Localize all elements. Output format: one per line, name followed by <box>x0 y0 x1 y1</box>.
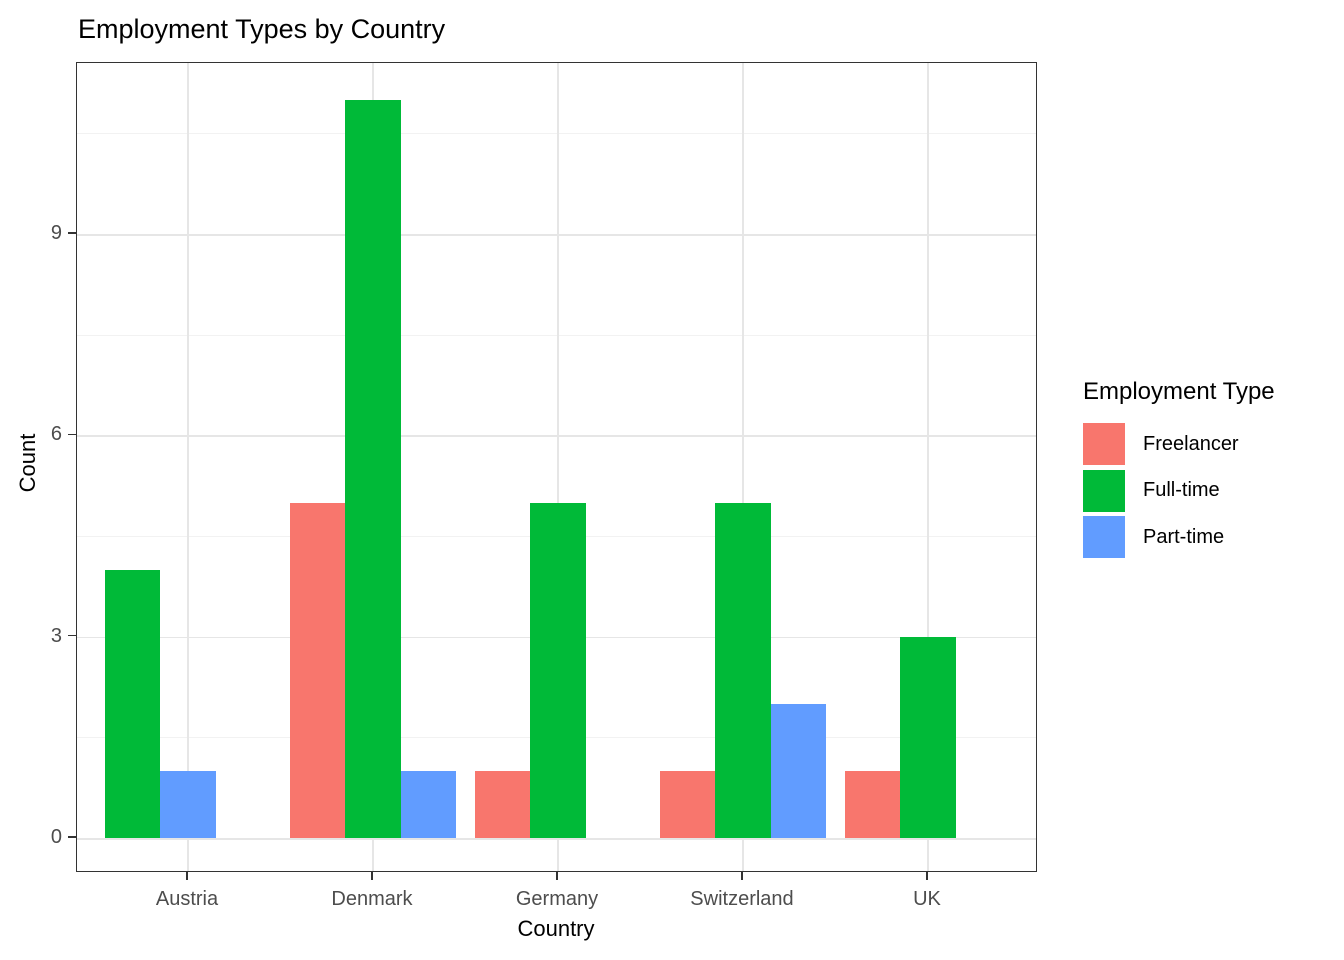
bar-austria-full-time <box>104 569 161 838</box>
gridline-x-major <box>187 63 189 871</box>
y-axis-title: Count <box>15 433 40 493</box>
bar-denmark-part-time <box>400 770 457 838</box>
x-tick-label: UK <box>913 888 941 910</box>
plot-panel <box>76 62 1037 872</box>
x-tick-label: Denmark <box>331 888 413 910</box>
x-axis-tick <box>556 872 558 880</box>
bar-austria-part-time <box>160 770 216 838</box>
y-tick-label: 0 <box>50 826 62 848</box>
bar-switzerland-part-time <box>770 703 827 838</box>
y-tick-label: 6 <box>50 423 62 446</box>
gridline-y-major <box>77 234 1036 236</box>
bar-denmark-freelancer <box>289 502 346 838</box>
legend-label: Freelancer <box>1143 432 1239 455</box>
y-axis-tick <box>68 634 76 637</box>
y-axis-tick <box>68 433 76 436</box>
legend-label: Full-time <box>1143 479 1220 501</box>
x-tick-label: Switzerland <box>690 888 794 910</box>
bar-switzerland-freelancer <box>659 770 716 838</box>
legend-label: Part-time <box>1143 525 1225 548</box>
gridline-y-major <box>77 435 1036 437</box>
y-axis-tick <box>68 836 76 838</box>
bar-germany-full-time <box>530 502 586 838</box>
legend-item-freelancer: Freelancer <box>1083 423 1275 465</box>
legend-swatch-part-time <box>1083 516 1125 558</box>
bar-switzerland-full-time <box>715 502 771 838</box>
legend-title: Employment Type <box>1083 378 1275 405</box>
x-axis-tick <box>186 872 188 880</box>
bar-uk-freelancer <box>844 770 901 838</box>
legend-item-full-time: Full-time <box>1083 469 1275 512</box>
x-axis-title: Country <box>517 916 595 941</box>
x-axis-tick <box>371 872 373 880</box>
y-tick-label: 9 <box>50 222 62 245</box>
x-tick-label: Germany <box>515 888 599 910</box>
gridline-x-major <box>557 63 559 871</box>
gridline-y-minor <box>77 334 1036 336</box>
gridline-y-minor <box>77 133 1036 135</box>
y-tick-label: 3 <box>50 624 62 647</box>
legend-swatch-full-time <box>1083 469 1125 512</box>
legend: Employment Type Freelancer Full-time Part-… <box>1083 378 1275 563</box>
x-axis-tick <box>926 872 928 880</box>
chart-title: Employment Types by Country <box>78 14 446 44</box>
bar-uk-full-time <box>900 636 956 838</box>
bar-denmark-full-time <box>345 99 401 838</box>
gridline-y-major <box>77 838 1036 840</box>
legend-item-part-time: Part-time <box>1083 516 1275 558</box>
gridline-x-major <box>927 63 929 871</box>
x-axis-tick <box>741 872 743 880</box>
x-tick-label: Austria <box>155 888 219 910</box>
legend-swatch-freelancer <box>1083 423 1125 465</box>
legend-items: Freelancer Full-time Part-time <box>1083 423 1275 558</box>
y-axis-tick <box>68 232 76 234</box>
bar-germany-freelancer <box>474 770 531 838</box>
gridline-x-major <box>742 63 744 871</box>
